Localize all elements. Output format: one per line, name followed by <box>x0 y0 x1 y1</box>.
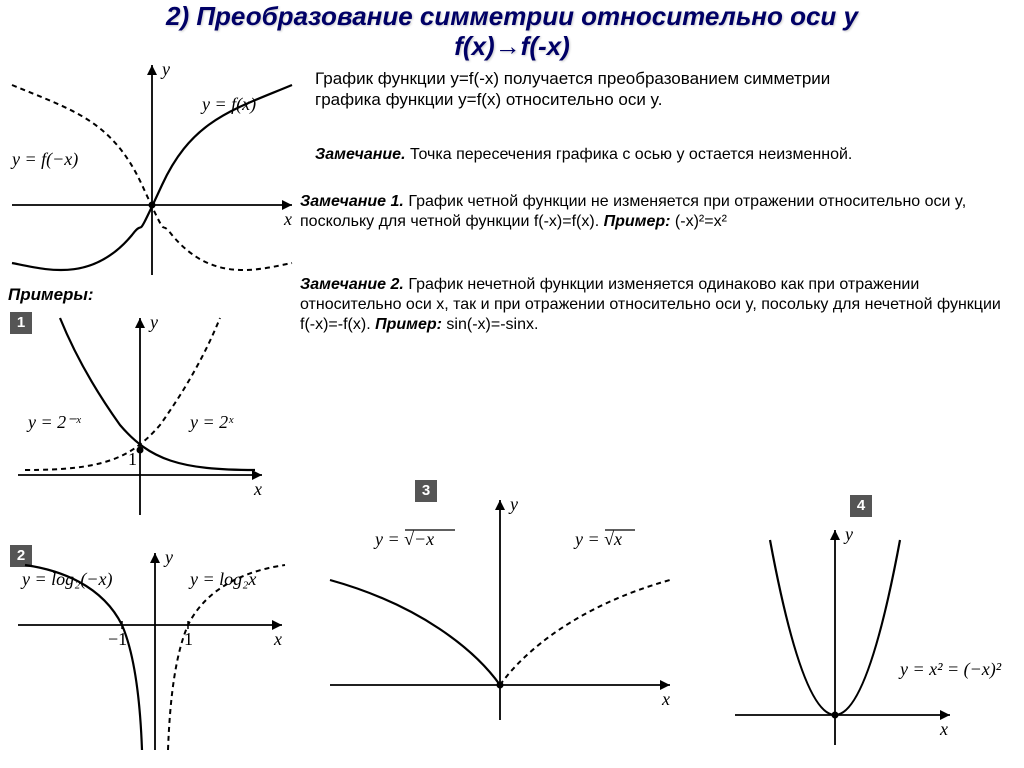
svg-text:1: 1 <box>128 449 137 469</box>
svg-text:x: x <box>273 629 282 649</box>
svg-text:y: y <box>163 547 173 567</box>
curve-dashed-label: y = f(x) <box>200 94 256 115</box>
remark-1-label: Замечание 1. <box>300 193 404 210</box>
svg-text:y: y <box>843 524 853 544</box>
graph-1-container: x y 1 y = 2⁻ˣ y = 2ˣ <box>10 310 270 525</box>
remark-2-label: Замечание 2. <box>300 276 404 293</box>
svg-text:y = x² = (−x)²: y = x² = (−x)² <box>898 659 1002 680</box>
remark-2-example: sin(-x)=-sinx. <box>442 316 538 333</box>
remark-0-text: Точка пересечения графика с осью y остае… <box>406 146 853 163</box>
graph-2-container: x y −1 1 y = log₂(−x) y = log₂x <box>10 545 290 760</box>
graph-2: x y −1 1 y = log₂(−x) y = log₂x <box>10 545 290 755</box>
graph-4-container: x y y = x² = (−x)² <box>725 520 1024 760</box>
remark-0-label: Замечание. <box>315 146 406 163</box>
svg-text:x: x <box>939 719 948 739</box>
graph-3: x y y = √−x y = √x <box>320 490 680 730</box>
badge-4: 4 <box>850 495 872 517</box>
examples-heading: Примеры: <box>8 285 94 305</box>
svg-text:y = 2⁻ˣ: y = 2⁻ˣ <box>26 412 82 432</box>
svg-text:y: y <box>148 312 158 332</box>
graph-1: x y 1 y = 2⁻ˣ y = 2ˣ <box>10 310 270 520</box>
curve-solid-label: y = f(−x) <box>10 149 78 170</box>
main-description-text: График функции y=f(-x) получается преобр… <box>315 69 830 109</box>
svg-text:y = √x: y = √x <box>573 529 622 549</box>
title-line-1: 2) Преобразование симметрии относительно… <box>166 1 858 31</box>
remark-2: Замечание 2. График нечетной функции изм… <box>300 275 1010 335</box>
svg-text:y = √−x: y = √−x <box>373 529 434 549</box>
svg-text:y = log₂x: y = log₂x <box>188 569 256 589</box>
remark-1-example: (-x)²=x² <box>670 213 726 230</box>
page-title: 2) Преобразование симметрии относительно… <box>0 0 1024 62</box>
remark-2-example-label: Пример: <box>375 316 442 333</box>
svg-text:x: x <box>253 479 262 499</box>
graph-4: x y y = x² = (−x)² <box>725 520 1024 755</box>
main-description: График функции y=f(-x) получается преобр… <box>315 68 870 111</box>
graph-3-container: x y y = √−x y = √x <box>320 490 680 735</box>
graph-top-container: x y y = f(−x) y = f(x) <box>2 55 302 290</box>
axis-x-label: x <box>283 209 292 229</box>
remark-1: Замечание 1. График четной функции не из… <box>300 192 1010 232</box>
svg-text:y = 2ˣ: y = 2ˣ <box>188 412 234 432</box>
title-line-2: f(x)→f(-x) <box>454 31 570 61</box>
svg-text:y = log₂(−x): y = log₂(−x) <box>20 569 113 590</box>
remark-1-example-label: Пример: <box>604 213 671 230</box>
svg-text:x: x <box>661 689 670 709</box>
axis-y-label: y <box>160 59 170 79</box>
graph-top: x y y = f(−x) y = f(x) <box>2 55 302 285</box>
svg-text:y: y <box>508 494 518 514</box>
remark-0: Замечание. Точка пересечения графика с о… <box>315 145 875 165</box>
